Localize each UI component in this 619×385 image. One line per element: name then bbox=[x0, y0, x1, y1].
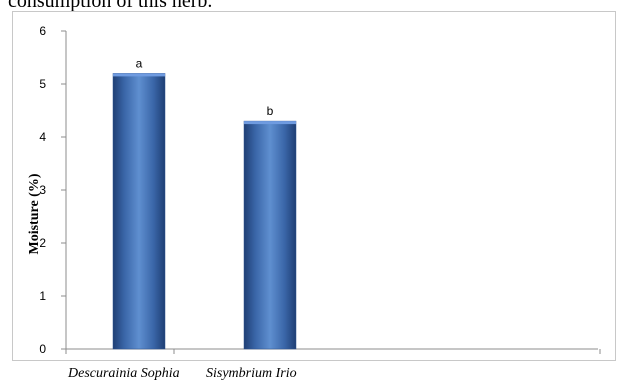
y-tick-label: 5 bbox=[39, 77, 46, 91]
y-tick-label: 6 bbox=[39, 24, 46, 38]
bar-body bbox=[112, 73, 166, 350]
chart-frame bbox=[12, 11, 616, 361]
y-tick-label: 3 bbox=[39, 183, 46, 197]
y-tick-label: 1 bbox=[39, 289, 46, 303]
x-category-label: Sisymbrium Irio bbox=[206, 366, 297, 381]
bar-body bbox=[243, 120, 297, 350]
bar-cap bbox=[113, 73, 165, 77]
bar bbox=[112, 73, 166, 350]
y-tick-label: 2 bbox=[39, 236, 46, 250]
bar bbox=[243, 120, 297, 350]
y-tick-label: 0 bbox=[39, 342, 46, 356]
preceding-text-line: consumption of this herb. bbox=[8, 0, 213, 12]
bar-cap bbox=[244, 121, 296, 125]
bar-data-label: b bbox=[267, 104, 274, 118]
x-category-label: Descurainia Sophia bbox=[67, 366, 180, 381]
bar-data-label: a bbox=[136, 56, 143, 70]
y-tick-label: 4 bbox=[39, 130, 46, 144]
y-axis-title: Moisture (%) bbox=[27, 173, 42, 254]
